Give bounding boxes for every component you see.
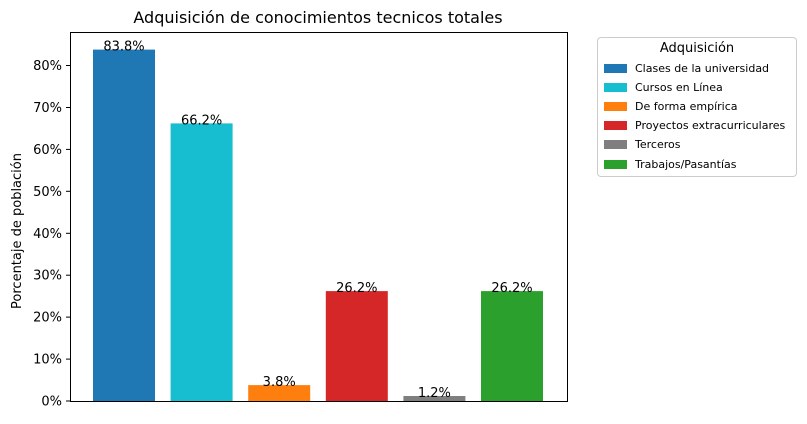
y-tick-label: 50% — [33, 185, 62, 200]
bar-value-label: 66.2% — [181, 113, 222, 128]
legend-item: Trabajos/Pasantías — [604, 156, 736, 172]
y-tick-label: 40% — [33, 227, 62, 242]
y-tick-label: 20% — [33, 311, 62, 326]
legend-item: Cursos en Línea — [604, 79, 723, 95]
bar-value-labels: 83.8% 66.2% 3.8% 26.2% 1.2% 26.2% — [103, 40, 532, 401]
bar-value-label: 83.8% — [103, 40, 144, 55]
legend-label: Terceros — [635, 138, 681, 152]
y-axis-label: Porcentaje de población — [10, 153, 25, 309]
bar-1 — [93, 49, 155, 401]
bar-value-label: 1.2% — [418, 386, 451, 401]
chart-title: Adquisición de conocimientos tecnicos to… — [133, 8, 502, 27]
bar-2 — [170, 123, 233, 402]
y-tick-label: 60% — [33, 143, 62, 158]
legend: Adquisición Clases de la universidad Curs… — [597, 37, 797, 177]
bar-value-label: 26.2% — [336, 281, 377, 296]
legend-title: Adquisición — [659, 41, 735, 56]
legend-item: Clases de la universidad — [604, 60, 769, 76]
legend-swatch — [604, 159, 627, 169]
legend-swatch — [604, 82, 627, 92]
y-tick-label: 10% — [33, 353, 62, 368]
y-tick-label: 30% — [33, 269, 62, 284]
legend-swatch — [604, 140, 627, 150]
bar-3 — [248, 385, 311, 401]
y-tick-label: 0% — [41, 395, 62, 410]
bar-6 — [481, 291, 543, 401]
legend-label: Clases de la universidad — [635, 61, 770, 75]
legend-label: Cursos en Línea — [635, 80, 723, 94]
bar-value-label: 3.8% — [263, 375, 296, 390]
legend-label: Trabajos/Pasantías — [635, 157, 737, 171]
legend-label: Proyectos extracurriculares — [635, 119, 786, 133]
y-tick-label: 70% — [33, 101, 62, 116]
legend-swatch — [604, 63, 627, 73]
y-tick-label: 80% — [33, 59, 62, 74]
legend-swatch — [604, 101, 627, 111]
legend-item: De forma empírica — [604, 98, 738, 114]
bar-4 — [325, 291, 388, 401]
bar-value-label: 26.2% — [491, 281, 532, 296]
bars — [93, 49, 543, 402]
legend-item: Proyectos extracurriculares — [604, 118, 785, 134]
legend-item: Terceros — [604, 137, 680, 153]
legend-swatch — [604, 121, 627, 131]
y-axis-ticks: 0% 10% 20% 30% 40% 50% 60% 70% 80% — [33, 59, 70, 410]
legend-label: De forma empírica — [635, 99, 738, 113]
plot-frame — [70, 32, 568, 402]
bar-5 — [403, 396, 466, 401]
